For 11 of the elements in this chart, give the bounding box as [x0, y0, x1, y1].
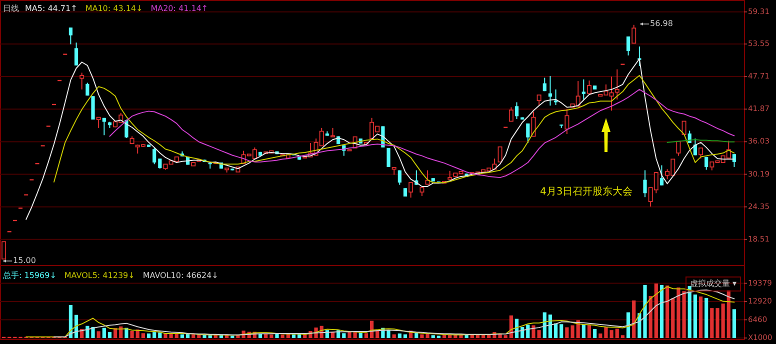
text: 总手: 15969↓ [2, 271, 56, 280]
text: MA5: 44.71↑ [25, 4, 78, 14]
annotation: 56.98 [650, 19, 673, 28]
annotation: 虚拟成交量 ▾ [690, 279, 737, 288]
annotation: 15.00 [13, 256, 36, 266]
text: MAVOL5: 41239↓ [64, 271, 135, 280]
text: MAVOL10: 46624↓ [142, 271, 218, 280]
text: MA20: 41.14↑ [150, 4, 208, 14]
chart-title: 日线 [3, 4, 19, 14]
text: MA10: 43.14↓ [85, 4, 143, 14]
annotation: 4月3日召开股东大会 [540, 186, 633, 198]
